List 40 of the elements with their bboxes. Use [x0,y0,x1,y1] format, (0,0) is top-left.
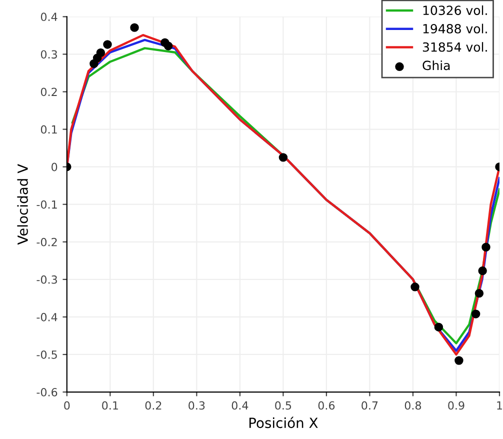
point [478,266,487,276]
x-tick-label: 1 [497,401,502,410]
legend-label: 10326 vol. [423,5,487,16]
y-tick-label: 0.1 [40,125,57,134]
y-tick-label: -0.5 [36,350,57,359]
y-tick-label: -0.6 [36,388,58,396]
x-axis-title: Posición X [249,416,318,428]
x-tick-label: 0 [64,401,70,410]
point [474,288,484,298]
y-tick-label: -0.1 [36,200,57,209]
x-tick-label: 0.2 [145,401,162,410]
x-tick-label: 0.8 [404,401,422,410]
x-tick-label: 0.6 [318,401,335,410]
point [471,310,480,318]
x-tick-label: 0.7 [362,401,378,410]
point [164,42,173,50]
point [278,153,288,162]
y-tick-label: 0 [52,162,58,172]
legend-label: 19488 vol. [423,24,487,34]
x-tick-label: 0.4 [232,401,248,410]
legend-label: Ghia [422,60,450,70]
y-tick-label: 0.3 [40,50,57,59]
legend-label: 31854 vol. [422,42,487,52]
point [96,48,106,58]
x-tick-label: 0.1 [102,401,118,410]
point [434,322,444,332]
x-tick-label: 0.9 [448,401,464,410]
y-axis-title: Velocidad V [17,164,28,245]
y-tick-label: 0.4 [40,12,58,22]
y-tick-label: 0.2 [40,88,57,96]
point [410,282,420,292]
y-tick-label: -0.4 [36,312,58,322]
x-tick-label: 0.3 [188,401,205,410]
y-tick-label: -0.3 [36,275,57,284]
point [454,356,464,365]
point [482,242,490,252]
point [103,40,112,49]
point [130,23,139,32]
x-tick-label: 0.5 [275,401,292,410]
y-tick-label: -0.2 [36,238,57,246]
